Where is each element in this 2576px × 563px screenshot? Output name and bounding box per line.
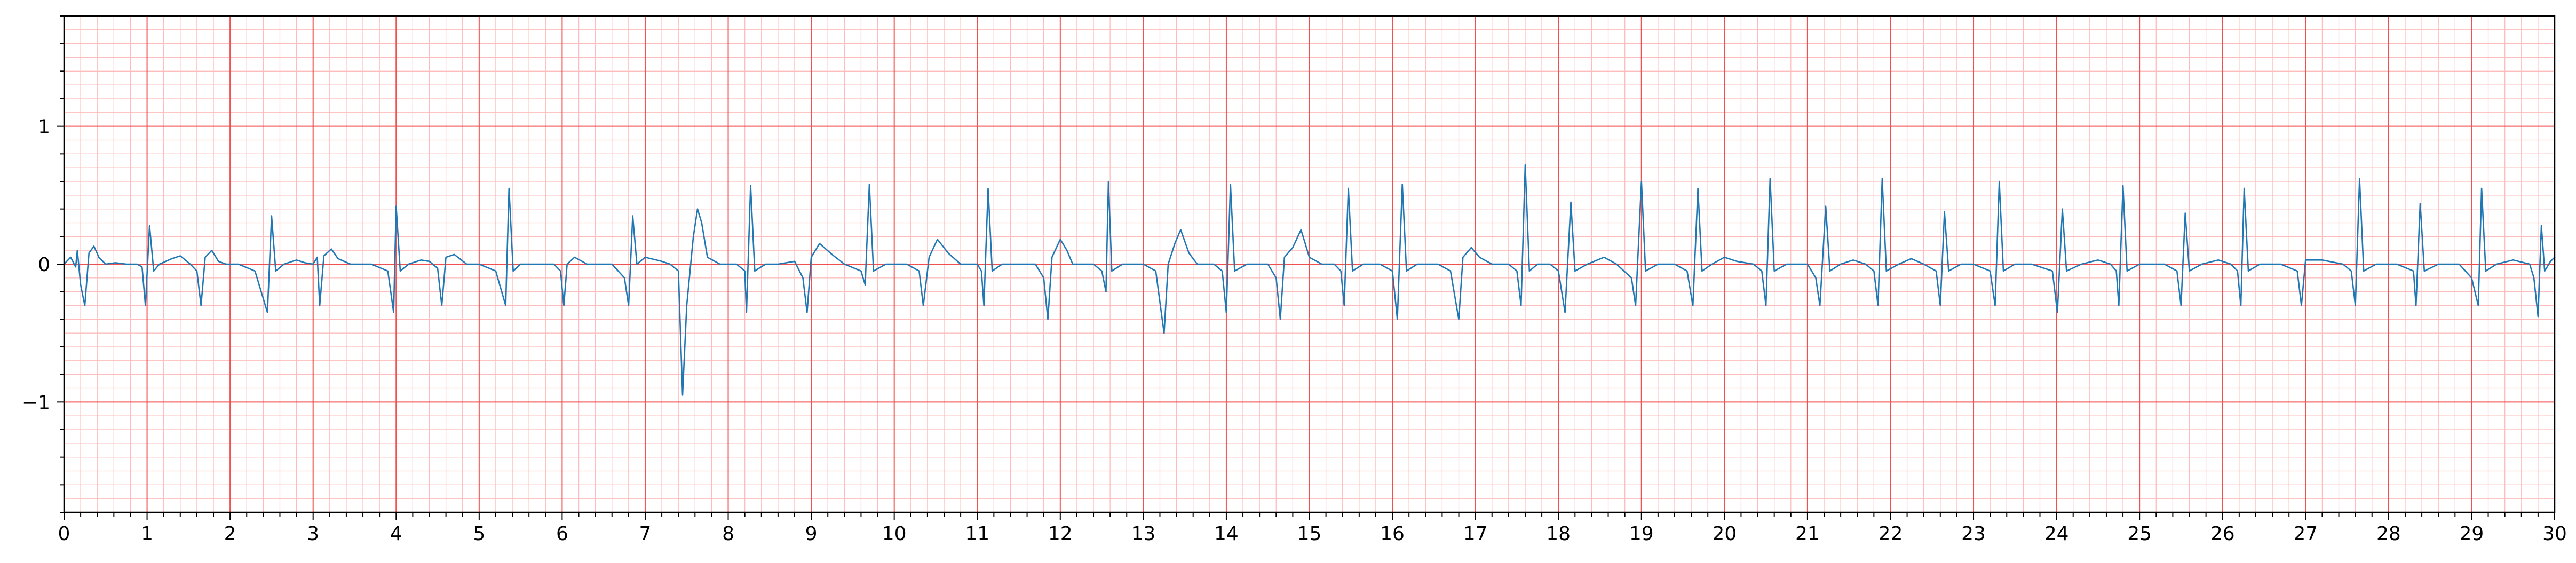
x-axis: 0 1 2 3 4 5 6 7 8 9 10 11 12 13 14 15 16 17 18 19 20 21 22 23 24… <box>58 512 2567 545</box>
x-tick-label: 12 <box>1048 523 1073 545</box>
y-tick-label: 0 <box>38 254 50 276</box>
x-tick-label: 22 <box>1879 523 1903 545</box>
x-tick-label: 5 <box>473 523 485 545</box>
x-tick-label: 27 <box>2293 523 2318 545</box>
signal-layer <box>63 164 2556 396</box>
x-tick-label: 26 <box>2210 523 2235 545</box>
x-tick-label: 28 <box>2376 523 2401 545</box>
x-tick-label: 15 <box>1297 523 1322 545</box>
y-axis: 1 0 −1 <box>22 15 64 513</box>
x-tick-label: 10 <box>882 523 907 545</box>
x-tick-label: 16 <box>1380 523 1405 545</box>
x-tick-label: 7 <box>639 523 652 545</box>
x-tick-label: 29 <box>2460 523 2484 545</box>
x-tick-label: 18 <box>1546 523 1571 545</box>
x-tick-label: 1 <box>141 523 153 545</box>
x-tick-label: 20 <box>1712 523 1737 545</box>
x-tick-label: 21 <box>1795 523 1820 545</box>
x-tick-label: 4 <box>390 523 402 545</box>
x-tick-label: 30 <box>2542 523 2567 545</box>
x-tick-label: 25 <box>2127 523 2152 545</box>
x-tick-label: 9 <box>805 523 818 545</box>
y-tick-label: 1 <box>38 116 50 138</box>
ecg-signal-line <box>63 164 2556 396</box>
x-tick-label: 0 <box>58 523 70 545</box>
x-tick-label: 3 <box>307 523 319 545</box>
x-tick-label: 14 <box>1214 523 1239 545</box>
y-tick-label: −1 <box>22 392 50 414</box>
x-tick-label: 6 <box>556 523 568 545</box>
x-tick-label: 23 <box>1961 523 1986 545</box>
x-tick-label: 2 <box>224 523 236 545</box>
x-tick-label: 24 <box>2044 523 2069 545</box>
x-tick-label: 8 <box>722 523 734 545</box>
x-tick-label: 13 <box>1131 523 1155 545</box>
x-tick-label: 17 <box>1463 523 1488 545</box>
x-tick-label: 19 <box>1629 523 1654 545</box>
x-tick-label: 11 <box>965 523 989 545</box>
